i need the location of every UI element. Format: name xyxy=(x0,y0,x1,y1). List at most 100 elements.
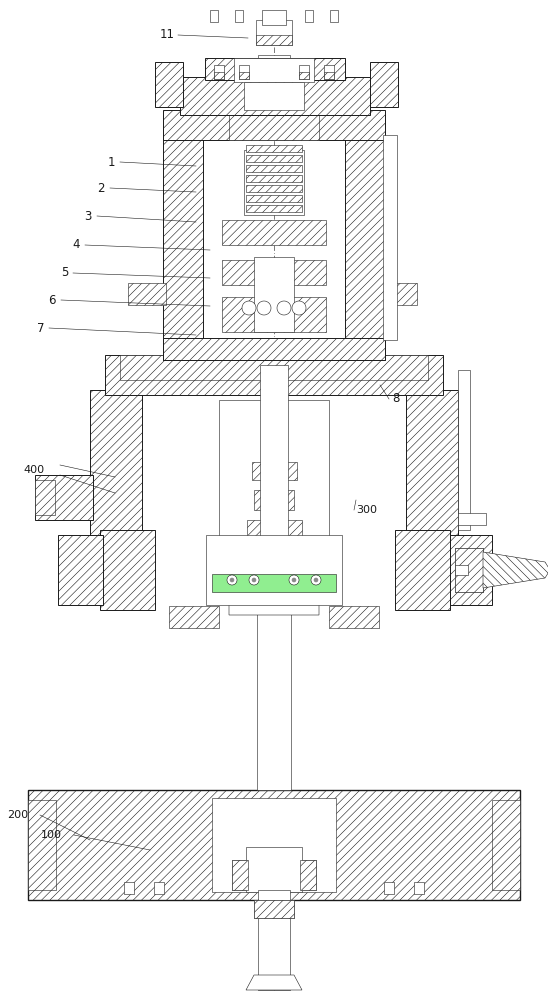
Circle shape xyxy=(292,301,306,315)
Circle shape xyxy=(277,301,291,315)
Bar xyxy=(214,72,224,79)
Circle shape xyxy=(230,578,234,582)
Text: 11: 11 xyxy=(160,28,175,41)
Circle shape xyxy=(292,578,296,582)
Bar xyxy=(254,900,294,918)
Bar xyxy=(239,72,249,79)
Circle shape xyxy=(242,301,256,315)
Bar xyxy=(206,535,342,605)
Bar xyxy=(35,480,55,515)
Bar xyxy=(414,882,424,894)
Bar xyxy=(455,548,483,592)
Bar xyxy=(219,400,329,575)
Bar xyxy=(458,513,486,525)
Bar xyxy=(163,338,385,360)
Polygon shape xyxy=(246,975,302,990)
Bar xyxy=(246,145,302,152)
Bar xyxy=(258,55,290,105)
Bar xyxy=(35,475,93,520)
Bar xyxy=(450,535,492,605)
Circle shape xyxy=(311,575,321,585)
Text: 4: 4 xyxy=(72,238,80,251)
Bar xyxy=(244,150,304,215)
Bar xyxy=(256,20,292,45)
Bar xyxy=(244,84,304,102)
Bar xyxy=(384,882,394,894)
Text: 200: 200 xyxy=(7,810,28,820)
Bar xyxy=(383,135,397,340)
Bar xyxy=(222,260,326,285)
Bar xyxy=(260,365,288,585)
Circle shape xyxy=(289,575,299,585)
Text: 300: 300 xyxy=(356,505,377,515)
Bar xyxy=(246,155,302,162)
Bar xyxy=(58,535,103,605)
Bar xyxy=(458,370,470,530)
Bar xyxy=(247,520,302,545)
Bar xyxy=(205,58,345,80)
Bar xyxy=(329,606,379,628)
Text: 2: 2 xyxy=(98,182,105,194)
Bar xyxy=(100,530,155,610)
Bar xyxy=(258,890,290,990)
Bar xyxy=(212,798,336,892)
Bar xyxy=(229,110,319,140)
Bar xyxy=(395,530,450,610)
Bar xyxy=(128,283,166,305)
Bar xyxy=(212,574,336,592)
Circle shape xyxy=(257,301,271,315)
Circle shape xyxy=(252,578,256,582)
Bar xyxy=(246,165,302,172)
Circle shape xyxy=(227,575,237,585)
Bar xyxy=(163,110,385,140)
Bar xyxy=(124,882,134,894)
Bar xyxy=(299,72,309,79)
Bar xyxy=(385,283,417,305)
Bar xyxy=(406,390,458,580)
Bar xyxy=(235,10,243,22)
Bar xyxy=(324,72,334,79)
Bar xyxy=(120,355,428,380)
Bar xyxy=(345,115,385,360)
Bar xyxy=(455,548,483,592)
Bar xyxy=(455,565,468,575)
Text: 5: 5 xyxy=(61,266,68,279)
Bar xyxy=(254,257,294,332)
Bar xyxy=(105,355,443,395)
Bar xyxy=(232,860,248,890)
Bar xyxy=(300,860,316,890)
Bar xyxy=(214,65,224,79)
Bar xyxy=(222,297,326,332)
Bar xyxy=(246,847,302,892)
Text: 7: 7 xyxy=(37,322,44,334)
Bar xyxy=(254,900,294,918)
Text: 400: 400 xyxy=(24,465,45,475)
Bar xyxy=(169,606,219,628)
Bar xyxy=(234,58,314,82)
Bar xyxy=(90,390,142,580)
Bar xyxy=(244,82,304,110)
Bar xyxy=(370,62,398,107)
Circle shape xyxy=(249,575,259,585)
Bar xyxy=(246,185,302,192)
Polygon shape xyxy=(483,552,548,588)
Bar xyxy=(262,10,286,25)
Bar xyxy=(324,65,334,79)
Bar xyxy=(28,800,56,890)
Bar xyxy=(239,65,249,79)
Bar xyxy=(257,565,291,790)
Bar xyxy=(492,800,520,890)
Bar xyxy=(256,35,292,45)
Bar xyxy=(254,490,294,510)
Bar xyxy=(250,552,298,570)
Bar xyxy=(232,860,316,890)
Text: 8: 8 xyxy=(392,392,399,406)
Bar xyxy=(246,175,302,182)
Text: 6: 6 xyxy=(49,294,56,306)
Bar xyxy=(252,462,297,480)
Bar xyxy=(246,195,302,202)
Bar xyxy=(305,10,313,22)
Bar xyxy=(28,790,520,900)
Text: 1: 1 xyxy=(107,155,115,168)
Bar xyxy=(222,220,326,245)
